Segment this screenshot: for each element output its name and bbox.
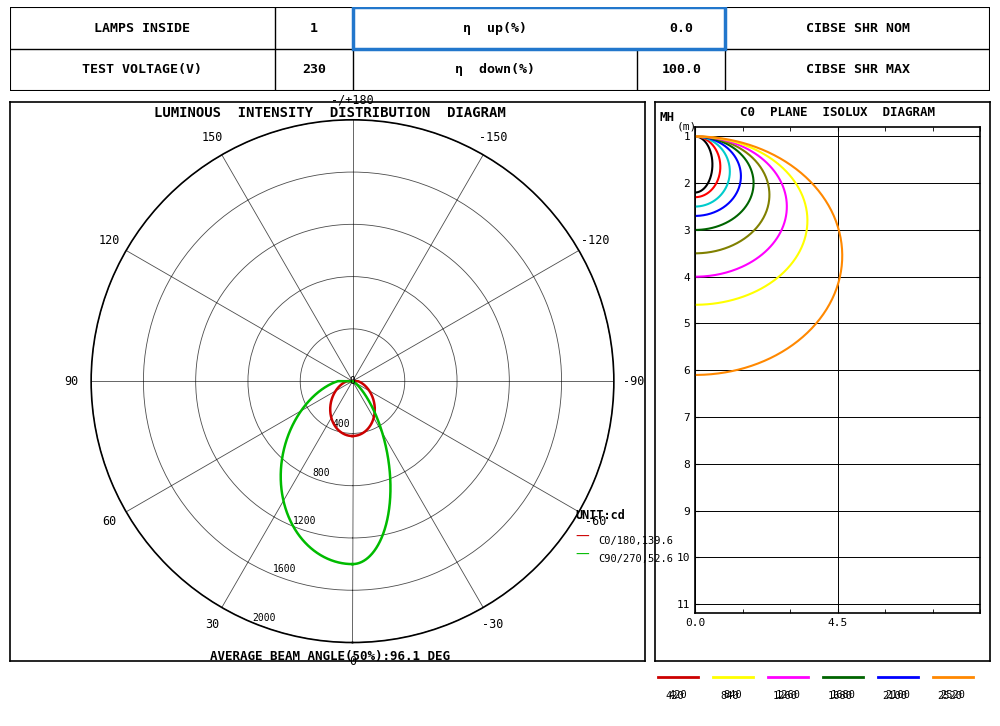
Text: C0/180,139.6: C0/180,139.6: [598, 536, 673, 546]
Text: 840: 840: [724, 690, 742, 700]
Text: AVERAGE BEAM ANGLE(50%):96.1 DEG: AVERAGE BEAM ANGLE(50%):96.1 DEG: [210, 650, 450, 663]
Text: C90/270,52.6: C90/270,52.6: [598, 554, 673, 564]
Text: LUMINOUS  INTENSITY  DISTRIBUTION  DIAGRAM: LUMINOUS INTENSITY DISTRIBUTION DIAGRAM: [154, 105, 506, 120]
Text: 0: 0: [350, 376, 355, 386]
Text: 1260: 1260: [776, 690, 800, 700]
Text: 2520: 2520: [941, 690, 966, 700]
Text: TEST VOLTAGE(V): TEST VOLTAGE(V): [82, 63, 202, 76]
Text: 100.0: 100.0: [661, 63, 701, 76]
Text: η  up(%): η up(%): [463, 22, 527, 35]
Text: —: —: [575, 530, 589, 544]
Text: 1680: 1680: [828, 691, 853, 701]
Text: 1260: 1260: [772, 691, 798, 701]
Text: —: —: [575, 548, 589, 562]
Bar: [353, 7, 725, 49]
Text: 1: 1: [310, 22, 318, 35]
Text: 2100: 2100: [886, 690, 910, 700]
Text: C0  PLANE  ISOLUX  DIAGRAM: C0 PLANE ISOLUX DIAGRAM: [740, 106, 936, 119]
Text: (m): (m): [677, 121, 697, 131]
Text: CIBSE SHR MAX: CIBSE SHR MAX: [806, 63, 910, 76]
Text: 1680: 1680: [831, 690, 856, 700]
Text: MH: MH: [660, 111, 675, 124]
Text: 230: 230: [302, 63, 326, 76]
Text: LAMPS INSIDE: LAMPS INSIDE: [94, 22, 190, 35]
Text: 0.0: 0.0: [669, 22, 693, 35]
Text: CIBSE SHR NOM: CIBSE SHR NOM: [806, 22, 910, 35]
Text: 420: 420: [669, 690, 687, 700]
Text: 2520: 2520: [938, 691, 963, 701]
Text: η  down(%): η down(%): [455, 63, 535, 76]
Text: 840: 840: [721, 691, 739, 701]
Text: 420: 420: [666, 691, 684, 701]
Text: UNIT:cd: UNIT:cd: [575, 509, 625, 522]
Text: 2100: 2100: [883, 691, 908, 701]
